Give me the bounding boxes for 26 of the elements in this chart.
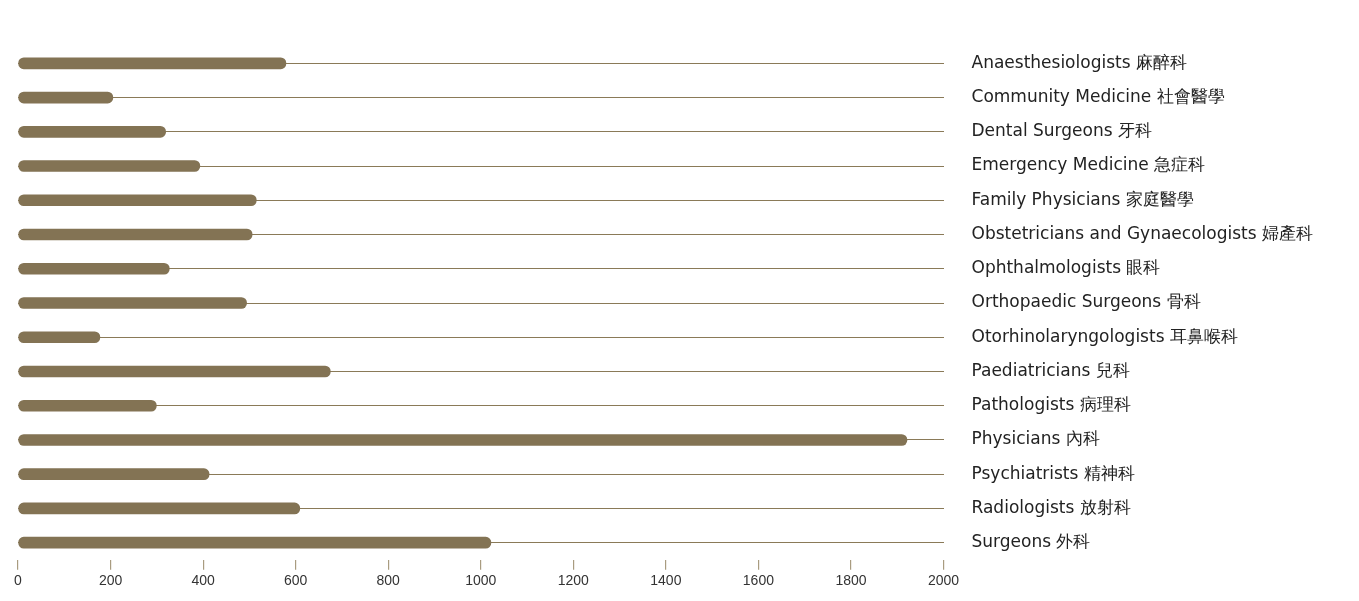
x-tick-label: 1200 [557, 572, 590, 589]
y-tick-label: Emergency Medicine 急症科 [971, 154, 1206, 175]
y-tick-label: Radiologists 放射科 [971, 496, 1131, 517]
y-tick-label: Obstetricians and Gynaecologists 婦產科 [971, 222, 1314, 243]
x-tick-label: 400 [191, 572, 215, 589]
y-tick-label: Ophthalmologists 眼科 [971, 257, 1161, 278]
y-tick-label: Otorhinolaryngologists 耳鼻喉科 [971, 325, 1238, 346]
y-tick-label: Orthopaedic Surgeons 骨科 [971, 291, 1201, 312]
x-tick-label: 600 [283, 572, 308, 589]
y-tick-label: Paediatricians 兒科 [971, 359, 1130, 380]
x-tick-label: 2000 [927, 572, 960, 589]
x-tick-label: 200 [98, 572, 123, 589]
x-tick-label: 1400 [650, 572, 682, 589]
x-tick-label: 1600 [742, 572, 775, 589]
y-tick-label: Anaesthesiologists 麻醉科 [971, 51, 1187, 72]
x-tick-label: 800 [376, 572, 401, 589]
y-tick-label: Family Physicians 家庭醫學 [971, 188, 1194, 209]
x-tick-label: 1800 [835, 572, 867, 589]
y-tick-label: Psychiatrists 精神科 [971, 462, 1135, 483]
y-tick-label: Surgeons 外科 [971, 531, 1091, 552]
x-tick-label: 0 [14, 572, 23, 589]
y-tick-label: Community Medicine 社會醫學 [971, 85, 1225, 106]
y-tick-label: Physicians 內科 [971, 428, 1100, 449]
x-tick-label: 1000 [465, 572, 497, 589]
y-tick-label: Pathologists 病理科 [971, 394, 1131, 415]
y-tick-label: Dental Surgeons 牙科 [971, 120, 1152, 141]
